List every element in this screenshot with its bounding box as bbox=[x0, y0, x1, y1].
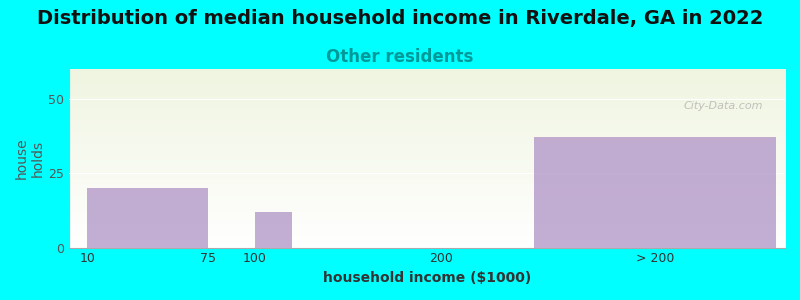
Bar bbox=[534, 137, 776, 248]
Text: Other residents: Other residents bbox=[326, 48, 474, 66]
X-axis label: household income ($1000): household income ($1000) bbox=[322, 271, 531, 285]
Text: Distribution of median household income in Riverdale, GA in 2022: Distribution of median household income … bbox=[37, 9, 763, 28]
Bar bbox=[255, 212, 292, 247]
Text: City-Data.com: City-Data.com bbox=[684, 101, 763, 111]
Y-axis label: house
holds: house holds bbox=[15, 137, 45, 179]
Bar bbox=[87, 188, 208, 247]
